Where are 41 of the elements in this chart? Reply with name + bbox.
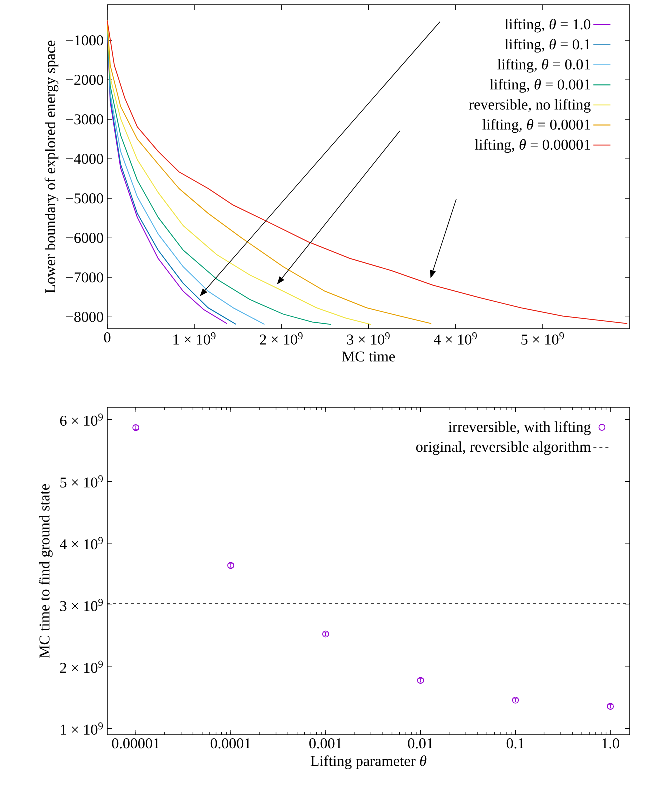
x-tick-label: 2 × 10$^{9}$ <box>260 332 303 345</box>
legend-label: lifting, θ = 0.00001 <box>475 139 590 154</box>
y-tick-label: 6 × 10$^{9}$ <box>60 414 104 426</box>
legend-label: lifting, θ = 0.0001 <box>482 119 590 134</box>
x-tick-label: 1 × 10$^{9}$ <box>174 332 216 345</box>
y-tick-label: −6000 <box>66 233 104 244</box>
y-tick-label: −5000 <box>66 194 104 204</box>
legend-label: lifting, θ = 0.01 <box>498 59 590 73</box>
y-tick-label: 4 × 10$^{9}$ <box>60 537 104 550</box>
x-axis-title: MC time <box>342 352 396 362</box>
line-series <box>107 20 628 324</box>
legend-label: original, reversible algorithm <box>416 442 592 456</box>
x-tick-label: 1.0 <box>602 738 620 749</box>
legend-label: reversible, no lifting <box>469 99 591 113</box>
y-tick-label: −1000 <box>66 36 104 46</box>
y-tick-label: −2000 <box>66 75 104 86</box>
x-tick-label: 0 <box>104 332 111 343</box>
y-tick-label: −7000 <box>66 272 104 283</box>
y-tick-label: 1 × 10$^{9}$ <box>61 722 104 735</box>
y-tick-label: −3000 <box>66 114 104 125</box>
y-tick-label: 3 × 10$^{9}$ <box>60 599 104 612</box>
x-axis-title: Lifting parameter θ <box>310 756 427 770</box>
x-tick-label: 0.001 <box>310 738 342 749</box>
y-tick-label: 5 × 10$^{9}$ <box>60 475 104 488</box>
legend-label: lifting, θ = 1.0 <box>505 18 591 33</box>
y-tick-label: 2 × 10$^{9}$ <box>60 660 104 674</box>
x-tick-label: 4 × 10$^{9}$ <box>434 332 477 345</box>
x-tick-label: 3 × 10$^{9}$ <box>347 332 390 345</box>
x-tick-label: 0.0001 <box>210 738 251 749</box>
line-series <box>107 20 432 324</box>
y-tick-label: −4000 <box>66 154 104 164</box>
x-tick-label: 0.1 <box>506 738 524 749</box>
legend-label: lifting, θ = 0.001 <box>490 79 590 93</box>
legend-label: lifting, θ = 0.1 <box>505 38 590 53</box>
x-tick-label: 5 × 10$^{9}$ <box>522 332 564 345</box>
y-tick-label: −8000 <box>66 312 104 322</box>
y-axis-title: MC time to find ground state <box>39 484 53 658</box>
legend-label: irreversible, with lifting <box>448 422 591 436</box>
x-tick-label: 0.01 <box>408 738 434 749</box>
y-axis-title: Lower boundary of explored energy space <box>44 40 59 294</box>
x-tick-label: 0.00001 <box>112 738 160 749</box>
